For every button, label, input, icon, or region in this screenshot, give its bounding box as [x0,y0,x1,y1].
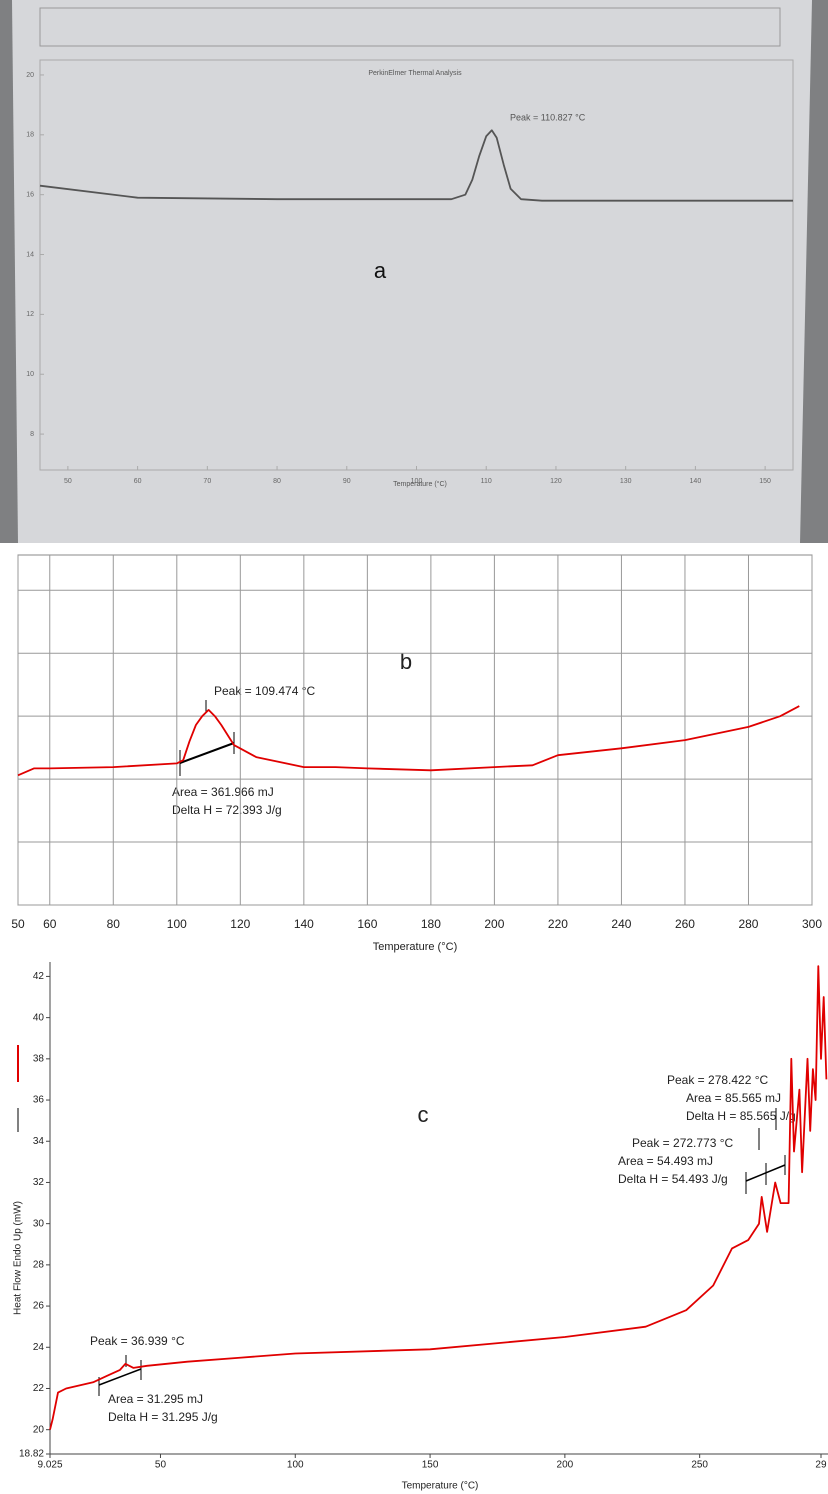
y-tick-label: 36 [33,1095,45,1106]
data-line [17,705,800,777]
x-tick-label: 29 [815,1460,827,1471]
y-tick-label: 40 [33,1012,45,1023]
annotation: Peak = 36.939 °C [90,1334,185,1348]
y-tick-label: 42 [33,971,45,982]
x-tick-label: 130 [620,478,632,485]
annotation: Peak = 272.773 °C [632,1136,734,1150]
y-tick-label: 38 [33,1053,45,1064]
x-tick-label: 220 [548,917,568,931]
panel-label: a [374,258,387,283]
x-tick-label: 140 [690,478,702,485]
x-tick-label: 140 [294,917,314,931]
annotation: Peak = 109.474 °C [214,684,316,698]
y-tick-label: 28 [33,1260,45,1271]
y-tick-label: 10 [26,371,34,378]
y-tick-label: 12 [26,311,34,318]
annotation: Delta H = 54.493 J/g [618,1172,728,1186]
x-tick-label: 150 [422,1460,439,1471]
y-tick-label: 18 [26,132,34,139]
annotation: Area = 54.493 mJ [618,1154,713,1168]
panel-label: b [400,649,412,674]
x-tick-label: 300 [802,917,822,931]
y-tick-label: 30 [33,1218,45,1229]
header-box [39,7,781,47]
annotation: Area = 361.966 mJ [172,785,274,799]
panel-c: Heat Flow Endo Up (mW) Peak = 36.939 °C … [13,962,828,1492]
baseline-annotation [98,1368,142,1386]
paper [12,0,812,543]
x-tick-label: 150 [759,478,771,485]
x-axis-label: Temperature (°C) [393,480,447,488]
y-tick-label: 34 [33,1136,45,1147]
y-tick-label: 18.82 [19,1449,44,1460]
x-tick-label: 200 [484,917,504,931]
x-tick-label: 100 [167,917,187,931]
data-line [49,965,828,1430]
x-tick-label: 160 [357,917,377,931]
x-tick-label: 90 [343,478,351,485]
x-tick-label: 9.025 [37,1460,62,1471]
annotation: Area = 85.565 mJ [686,1091,781,1105]
annotation: Peak = 110.827 °C [510,112,586,122]
panel-label: c [418,1102,429,1127]
annotation: Area = 31.295 mJ [108,1392,203,1406]
x-tick-label: 70 [203,478,211,485]
annotation: Delta H = 31.295 J/g [108,1410,218,1424]
x-tick-label: 180 [421,917,441,931]
x-tick-label: 260 [675,917,695,931]
x-tick-label: 100 [287,1460,304,1471]
x-tick-label: 60 [134,478,142,485]
x-axis-label: Temperature (°C) [373,941,457,953]
plot-frame [17,554,813,906]
panel-a: PerkinElmer Thermal Analysis Peak = 110.… [0,0,828,543]
panel-b: Peak = 109.474 °C Area = 361.966 mJ Delt… [11,554,822,953]
y-tick-label: 26 [33,1301,45,1312]
x-tick-label: 240 [611,917,631,931]
chart-title: PerkinElmer Thermal Analysis [368,70,462,77]
y-tick-label: 22 [33,1383,45,1394]
x-axis-label: Temperature (°C) [402,1481,479,1492]
x-tick-label: 110 [481,478,492,485]
x-tick-label: 50 [64,478,72,485]
x-tick-label: 50 [155,1460,167,1471]
y-tick-label: 20 [33,1424,45,1435]
baseline-annotation [179,742,235,764]
annotation: Delta H = 72.393 J/g [172,803,282,817]
x-tick-label: 60 [43,917,57,931]
x-tick-label: 120 [550,478,562,485]
y-tick-label: 20 [26,72,34,79]
data-line [39,129,793,202]
y-tick-label: 16 [26,192,34,199]
x-tick-label: 80 [273,478,281,485]
y-tick-label: 24 [33,1342,45,1353]
x-tick-label: 80 [107,917,121,931]
y-tick-label: 32 [33,1177,45,1188]
x-tick-label: 100 [411,478,423,485]
x-tick-label: 280 [738,917,758,931]
x-tick-label: 50 [11,917,25,931]
y-tick-label: 14 [26,251,34,258]
y-axis-label: Heat Flow Endo Up (mW) [13,1201,24,1315]
annotation: Delta H = 85.565 J/g [686,1109,796,1123]
y-tick-label: 8 [30,431,34,438]
x-tick-label: 120 [230,917,250,931]
x-tick-label: 200 [557,1460,574,1471]
annotation: Peak = 278.422 °C [667,1073,769,1087]
x-tick-label: 250 [691,1460,708,1471]
